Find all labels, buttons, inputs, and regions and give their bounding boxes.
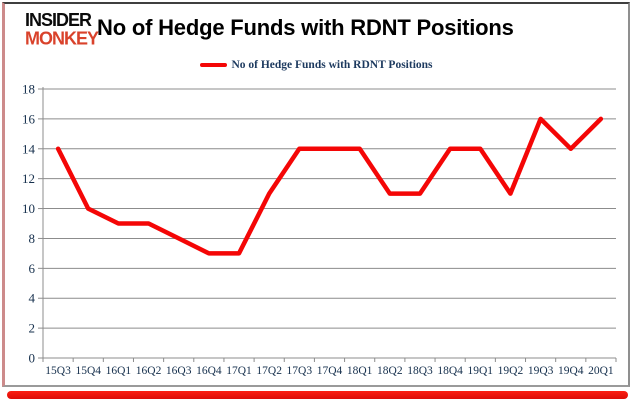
line-chart: 0 2 4 6 8 10 12 14 16 18 15Q3 15Q4 16Q1 16Q2 16Q3 16Q4 1… — [22, 82, 617, 377]
chart-title: No of Hedge Funds with RDNT Positions — [97, 15, 514, 40]
insider-monkey-logo: INSIDER MONKEY — [25, 8, 99, 49]
x-axis-label: 15Q4 — [75, 365, 101, 377]
y-axis-label: 12 — [22, 171, 35, 186]
x-axis-label: 18Q2 — [377, 365, 403, 377]
x-axis-label: 16Q3 — [166, 365, 192, 377]
x-axis-label: 19Q3 — [528, 365, 554, 377]
x-axis-label: 16Q1 — [106, 365, 132, 377]
y-axis-label: 0 — [29, 351, 36, 366]
x-axis-label: 18Q4 — [437, 365, 463, 377]
x-axis-label: 16Q2 — [136, 365, 162, 377]
bottom-red-bar — [7, 391, 628, 399]
y-axis-label: 8 — [29, 231, 36, 246]
x-axis-label: 17Q1 — [226, 365, 252, 377]
legend-line-swatch-icon — [200, 62, 228, 68]
x-axis-label: 17Q3 — [287, 365, 313, 377]
x-axis-label: 19Q4 — [558, 365, 584, 377]
x-axis-label: 18Q3 — [407, 365, 433, 377]
logo-word-monkey: MONKEY — [25, 27, 99, 49]
y-axis-label: 2 — [29, 321, 36, 336]
x-axis-label: 17Q4 — [317, 365, 343, 377]
x-axis-label: 19Q2 — [498, 365, 524, 377]
data-series-line — [55, 116, 604, 256]
logo-word-insider: INSIDER — [25, 8, 92, 30]
chart-frame: INSIDER MONKEY No of Hedge Funds with RD… — [2, 2, 630, 387]
x-axis-label: 18Q1 — [347, 365, 373, 377]
x-axis-label: 17Q2 — [256, 365, 282, 377]
y-axis-label: 14 — [22, 141, 36, 156]
legend-label: No of Hedge Funds with RDNT Positions — [231, 59, 433, 71]
chart-legend: No of Hedge Funds with RDNT Positions — [5, 59, 628, 71]
x-axis-label: 20Q1 — [588, 365, 614, 377]
y-axis-label: 4 — [29, 291, 36, 306]
x-axis-label: 15Q3 — [45, 365, 71, 377]
y-axis-label: 6 — [29, 261, 36, 276]
y-axis-label: 18 — [22, 82, 35, 97]
x-axis-label: 16Q4 — [196, 365, 222, 377]
y-axis-label: 10 — [22, 201, 35, 216]
x-axis-label: 19Q1 — [468, 365, 494, 377]
y-axis-label: 16 — [22, 111, 36, 126]
